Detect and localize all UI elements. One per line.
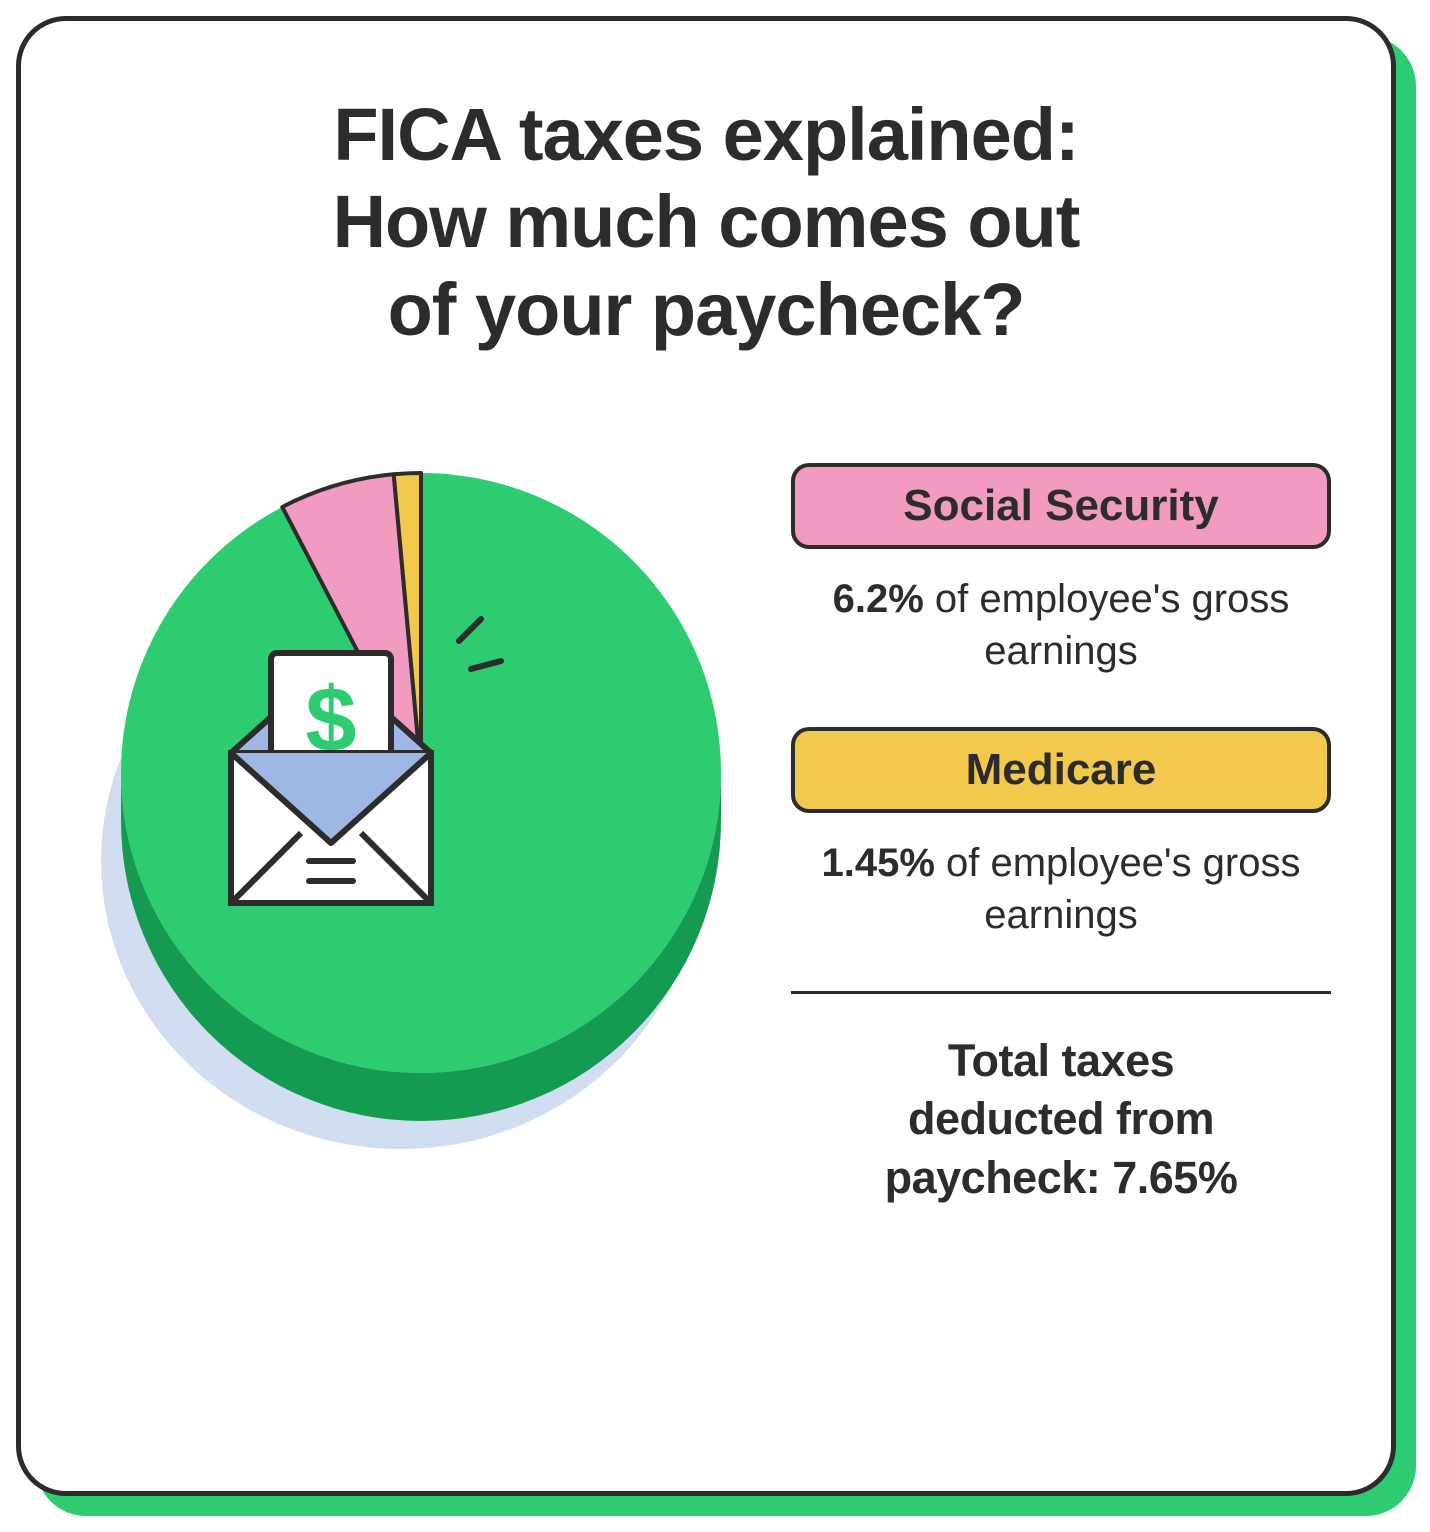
pie-chart-container: $ bbox=[81, 453, 741, 1133]
content-row: $ Social Security 6.2% of employee's gro… bbox=[81, 453, 1331, 1208]
percent-suffix: of employee's gross earnings bbox=[924, 577, 1290, 673]
total-line: deducted from bbox=[908, 1093, 1214, 1144]
percent-suffix: of employee's gross earnings bbox=[935, 841, 1301, 937]
badge-desc-social-security: 6.2% of employee's gross earnings bbox=[791, 573, 1331, 677]
page-title: FICA taxes explained: How much comes out… bbox=[81, 91, 1331, 353]
title-line: FICA taxes explained: bbox=[333, 93, 1078, 176]
title-line: of your paycheck? bbox=[388, 268, 1025, 351]
title-line: How much comes out bbox=[333, 180, 1080, 263]
pie-chart: $ bbox=[81, 453, 741, 1173]
total-line: Total taxes bbox=[948, 1035, 1174, 1086]
badge-label: Social Security bbox=[903, 481, 1218, 530]
percent-value: 1.45% bbox=[821, 841, 934, 885]
legend-divider bbox=[791, 991, 1331, 994]
infographic-card: FICA taxes explained: How much comes out… bbox=[16, 16, 1396, 1496]
badge-medicare: Medicare bbox=[791, 727, 1331, 813]
badge-label: Medicare bbox=[966, 745, 1157, 794]
legend: Social Security 6.2% of employee's gross… bbox=[791, 453, 1331, 1208]
percent-value: 6.2% bbox=[833, 577, 924, 621]
badge-desc-medicare: 1.45% of employee's gross earnings bbox=[791, 837, 1331, 941]
badge-social-security: Social Security bbox=[791, 463, 1331, 549]
total-text: Total taxes deducted from paycheck: 7.65… bbox=[791, 1032, 1331, 1208]
total-line: paycheck: 7.65% bbox=[885, 1152, 1238, 1203]
